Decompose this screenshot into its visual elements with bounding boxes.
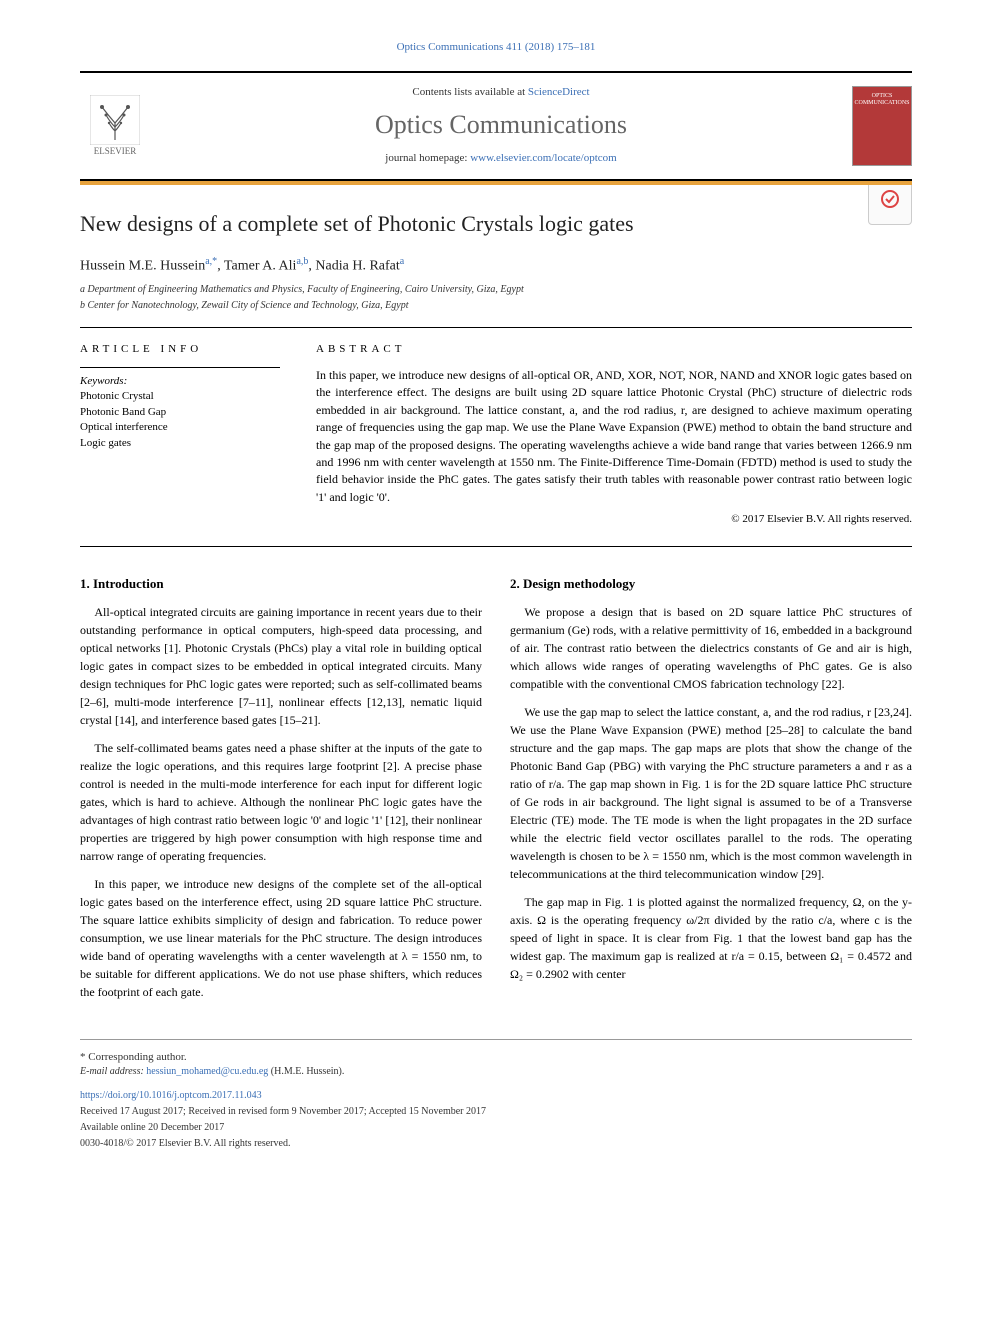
abstract-copyright: © 2017 Elsevier B.V. All rights reserved…	[316, 512, 912, 527]
abstract-block: abstract In this paper, we introduce new…	[316, 342, 912, 528]
abstract-text: In this paper, we introduce new designs …	[316, 367, 912, 506]
check-updates-badge[interactable]	[868, 181, 912, 225]
journal-header: ELSEVIER Contents lists available at Sci…	[80, 71, 912, 180]
online-date: Available online 20 December 2017	[80, 1121, 912, 1135]
author-3-affiliation-marks: a	[400, 256, 404, 267]
author-2: , Tamer A. Ali	[217, 259, 296, 274]
keyword-4: Logic gates	[80, 436, 280, 451]
doi-link[interactable]: https://doi.org/10.1016/j.optcom.2017.11…	[80, 1090, 262, 1101]
section-1-heading: 1. Introduction	[80, 575, 482, 593]
publisher-logo: ELSEVIER	[80, 95, 150, 158]
journal-name: Optics Communications	[162, 107, 840, 143]
elsevier-tree-icon	[90, 95, 140, 145]
section-2-para-3: The gap map in Fig. 1 is plotted against…	[510, 893, 912, 983]
section-1-para-1: All-optical integrated circuits are gain…	[80, 603, 482, 729]
column-left: 1. Introduction All-optical integrated c…	[80, 575, 482, 1011]
email-line: E-mail address: hessiun_mohamed@cu.edu.e…	[80, 1065, 912, 1079]
keyword-3: Optical interference	[80, 420, 280, 435]
journal-cover-thumbnail: OPTICS COMMUNICATIONS	[852, 86, 912, 166]
section-2-heading: 2. Design methodology	[510, 575, 912, 593]
authors-line: Hussein M.E. Husseina,*, Tamer A. Alia,b…	[80, 255, 912, 276]
footer-block: * Corresponding author. E-mail address: …	[80, 1039, 912, 1151]
homepage-link[interactable]: www.elsevier.com/locate/optcom	[470, 152, 617, 164]
section-2-para-1: We propose a design that is based on 2D …	[510, 603, 912, 693]
journal-homepage: journal homepage: www.elsevier.com/locat…	[162, 151, 840, 166]
section-1-para-3: In this paper, we introduce new designs …	[80, 875, 482, 1001]
section-1-para-2: The self-collimated beams gates need a p…	[80, 739, 482, 865]
section-2-para-2: We use the gap map to select the lattice…	[510, 703, 912, 883]
article-title: New designs of a complete set of Photoni…	[80, 209, 912, 240]
issn-copyright: 0030-4018/© 2017 Elsevier B.V. All right…	[80, 1137, 912, 1151]
publisher-name: ELSEVIER	[94, 145, 137, 158]
keyword-1: Photonic Crystal	[80, 389, 280, 404]
article-history: Received 17 August 2017; Received in rev…	[80, 1105, 912, 1119]
author-3: , Nadia H. Rafat	[308, 259, 399, 274]
email-link[interactable]: hessiun_mohamed@cu.edu.eg	[146, 1066, 268, 1077]
author-1-affiliation-marks: a,*	[205, 256, 217, 267]
affiliation-b: b Center for Nanotechnology, Zewail City…	[80, 299, 912, 313]
article-info-heading: article info	[80, 342, 280, 357]
check-updates-icon	[876, 189, 904, 217]
affiliation-a: a Department of Engineering Mathematics …	[80, 283, 912, 297]
column-right: 2. Design methodology We propose a desig…	[510, 575, 912, 1011]
running-head: Optics Communications 411 (2018) 175–181	[80, 40, 912, 55]
author-2-affiliation-marks: a,b	[296, 256, 308, 267]
article-info-block: article info Keywords: Photonic Crystal …	[80, 342, 280, 528]
sciencedirect-link[interactable]: ScienceDirect	[528, 86, 590, 98]
keyword-2: Photonic Band Gap	[80, 405, 280, 420]
keywords-label: Keywords:	[80, 375, 127, 387]
author-1: Hussein M.E. Hussein	[80, 259, 205, 274]
contents-available: Contents lists available at ScienceDirec…	[162, 85, 840, 100]
abstract-heading: abstract	[316, 342, 912, 357]
corresponding-author: * Corresponding author.	[80, 1050, 912, 1065]
